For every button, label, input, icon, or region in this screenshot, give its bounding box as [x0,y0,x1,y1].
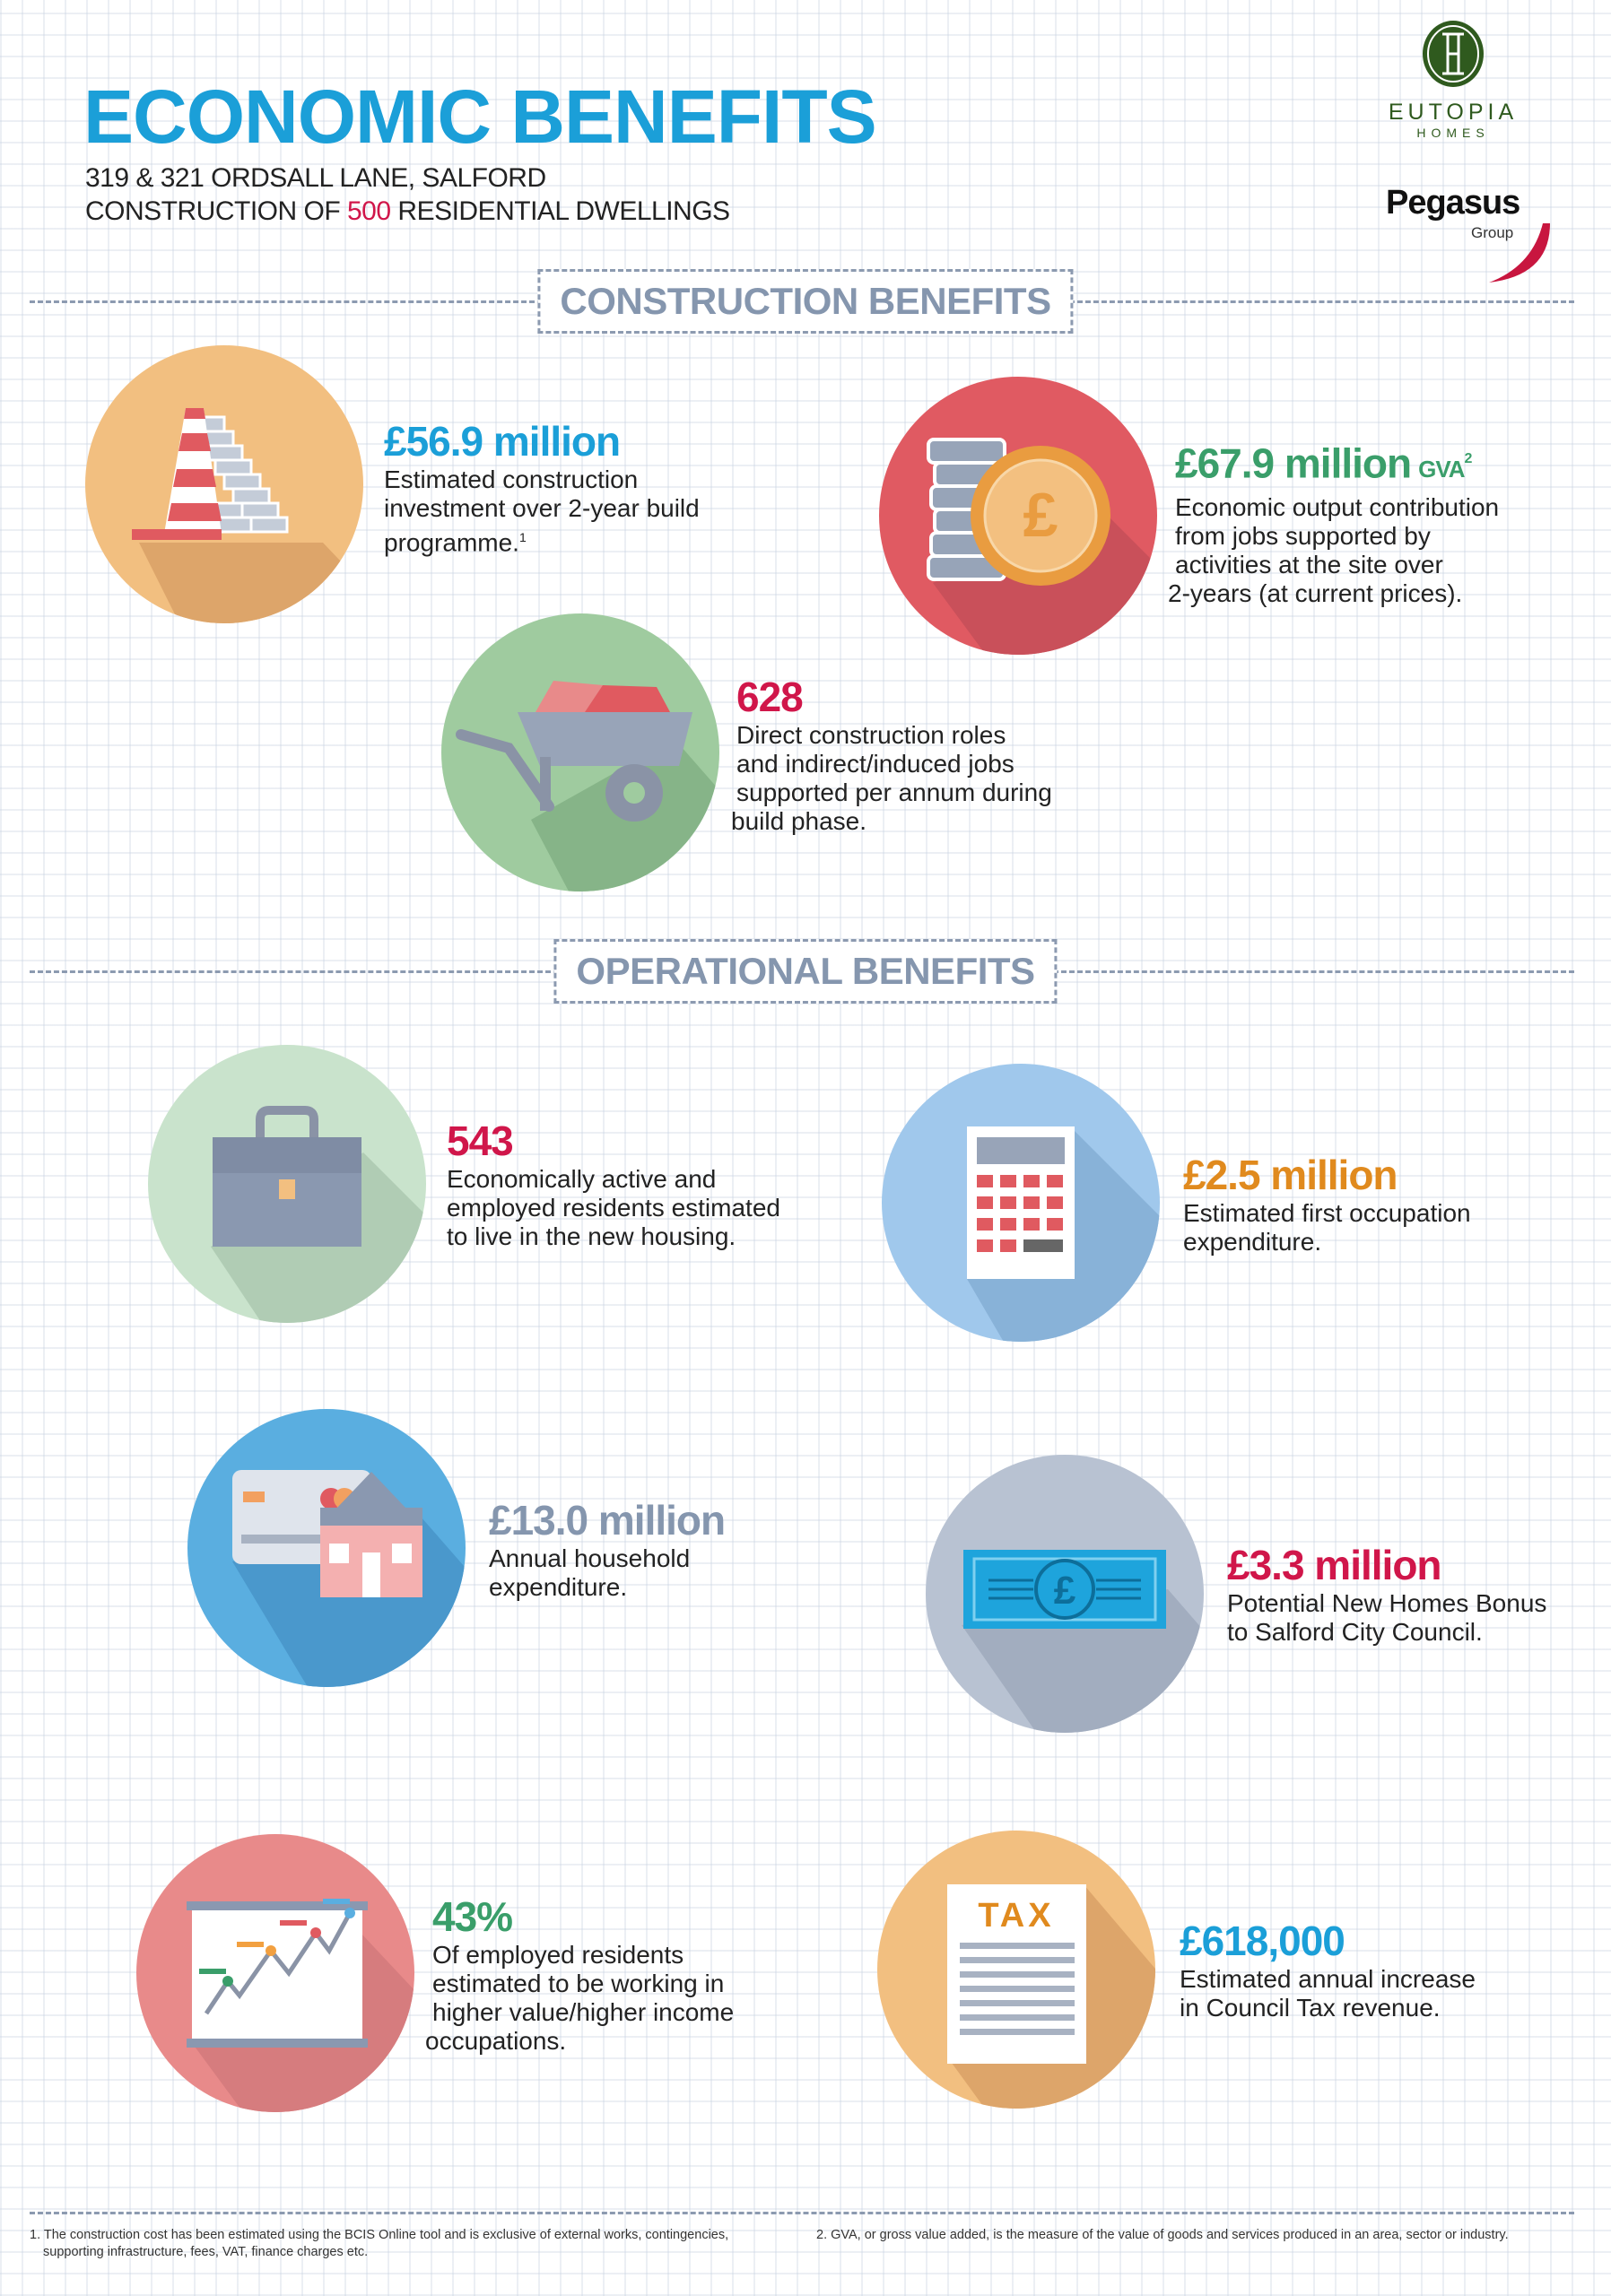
desc-line: build phase. [731,807,867,835]
desc-line: Estimated annual increase [1180,1965,1476,1993]
desc-line: higher value/higher income [432,1998,735,2026]
eutopia-logo: EUTOPIA HOMES [1386,18,1520,140]
construction-section-header: CONSTRUCTION BENEFITS [0,269,1611,334]
pound-coins-icon: £ [879,377,1157,655]
eutopia-sub: HOMES [1416,126,1490,140]
card-value: £2.5 million [1183,1152,1398,1198]
desc-line: occupations. [425,2027,567,2055]
footnote-ref: 1 [518,530,527,544]
card-new-homes-bonus: £3.3 million Potential New Homes Bonus to… [1227,1541,1546,1647]
eutopia-emblem-icon [1423,21,1484,87]
desc-line: supported per annum during [736,778,1052,806]
dwellings-count: 500 [347,196,391,226]
card-value: £67.9 million [1175,439,1412,487]
pegasus-logo: Pegasus Group [1381,184,1561,287]
calculator-icon [882,1064,1160,1342]
card-council-tax: £618,000 Estimated annual increase in Cou… [1180,1917,1476,2022]
card-gva: £67.9 million GVA2 Economic output contri… [1168,435,1500,608]
footnote-line: supporting infrastructure, fees, VAT, fi… [43,2245,369,2259]
card-value: £13.0 million [489,1497,726,1544]
svg-text:£: £ [1054,1569,1076,1613]
credit-card-house-icon [187,1409,466,1687]
card-value: £56.9 million [384,418,621,465]
operational-section-header: OPERATIONAL BENEFITS [0,939,1611,1004]
traffic-cone-bricks-icon [85,345,363,623]
card-occupation-expenditure: £2.5 million Estimated first occupation e… [1183,1151,1471,1257]
briefcase-icon [148,1045,426,1323]
pegasus-swoosh-icon [1489,223,1550,283]
page-title: ECONOMIC BENEFITS [83,74,877,159]
footnote-2: 2. GVA, or gross value added, is the mea… [816,2228,1509,2242]
pegasus-sub: Group [1471,224,1514,241]
desc-line: Economically active and [447,1165,717,1193]
subtitle: CONSTRUCTION OF 500 RESIDENTIAL DWELLING… [85,196,730,227]
footnote-ref: 2 [1464,451,1473,466]
card-value: £3.3 million [1227,1542,1442,1588]
desc-line: to live in the new housing. [447,1222,736,1250]
tax-label: TAX [978,1897,1054,1935]
growth-chart-icon [136,1834,414,2112]
card-higher-value-occupations: 43% Of employed residents estimated to be… [425,1892,735,2056]
eutopia-name: EUTOPIA [1388,100,1519,125]
subtitle-post: RESIDENTIAL DWELLINGS [390,196,730,226]
card-value: 628 [736,674,804,720]
desc-line: Economic output contribution [1175,493,1500,522]
desc-line: Of employed residents [432,1941,684,1969]
desc-line: investment over 2-year build [384,494,700,522]
desc-line: expenditure. [1183,1228,1322,1256]
section-title: OPERATIONAL BENEFITS [553,939,1058,1004]
desc-line: expenditure. [489,1573,628,1601]
card-value: 543 [447,1118,514,1164]
banknote-icon: £ [926,1455,1204,1733]
address: 319 & 321 ORDSALL LANE, SALFORD [85,163,546,193]
card-value: 43% [432,1893,513,1940]
desc-line: 2-years (at current prices). [1168,579,1463,608]
desc-line: employed residents estimated [447,1194,780,1222]
desc-line: in Council Tax revenue. [1180,1994,1441,2022]
desc-line: Estimated first occupation [1183,1199,1471,1227]
desc-line: activities at the site over [1175,551,1443,579]
footnote-line: 1. The construction cost has been estima… [30,2228,729,2242]
subtitle-pre: CONSTRUCTION OF [85,196,347,226]
card-household-expenditure: £13.0 million Annual household expenditur… [489,1496,726,1602]
footer-divider [30,2212,1574,2214]
wheelbarrow-icon [441,613,719,891]
desc-line: Annual household [489,1544,691,1572]
card-construction-investment: £56.9 million Estimated construction inve… [384,417,700,557]
footnote-1: 1. The construction cost has been estima… [30,2227,728,2261]
desc-line: Direct construction roles [736,721,1006,749]
desc-line: and indirect/induced jobs [736,750,1014,778]
pegasus-name: Pegasus [1386,184,1520,222]
desc-line: estimated to be working in [432,1970,725,1997]
desc-line: from jobs supported by [1175,522,1431,551]
section-title: CONSTRUCTION BENEFITS [537,269,1074,334]
desc-line: to Salford City Council. [1227,1618,1483,1646]
svg-text:£: £ [1023,480,1058,550]
card-value: £618,000 [1180,1918,1345,1964]
tax-document-icon: TAX [877,1831,1155,2109]
desc-line: Estimated construction [384,465,639,493]
card-jobs: 628 Direct construction roles and indirec… [731,673,1052,836]
card-residents: 543 Economically active and employed resi… [447,1117,780,1251]
desc-line: programme. [384,528,519,557]
card-suffix: GVA [1418,456,1465,483]
desc-line: Potential New Homes Bonus [1227,1589,1547,1617]
